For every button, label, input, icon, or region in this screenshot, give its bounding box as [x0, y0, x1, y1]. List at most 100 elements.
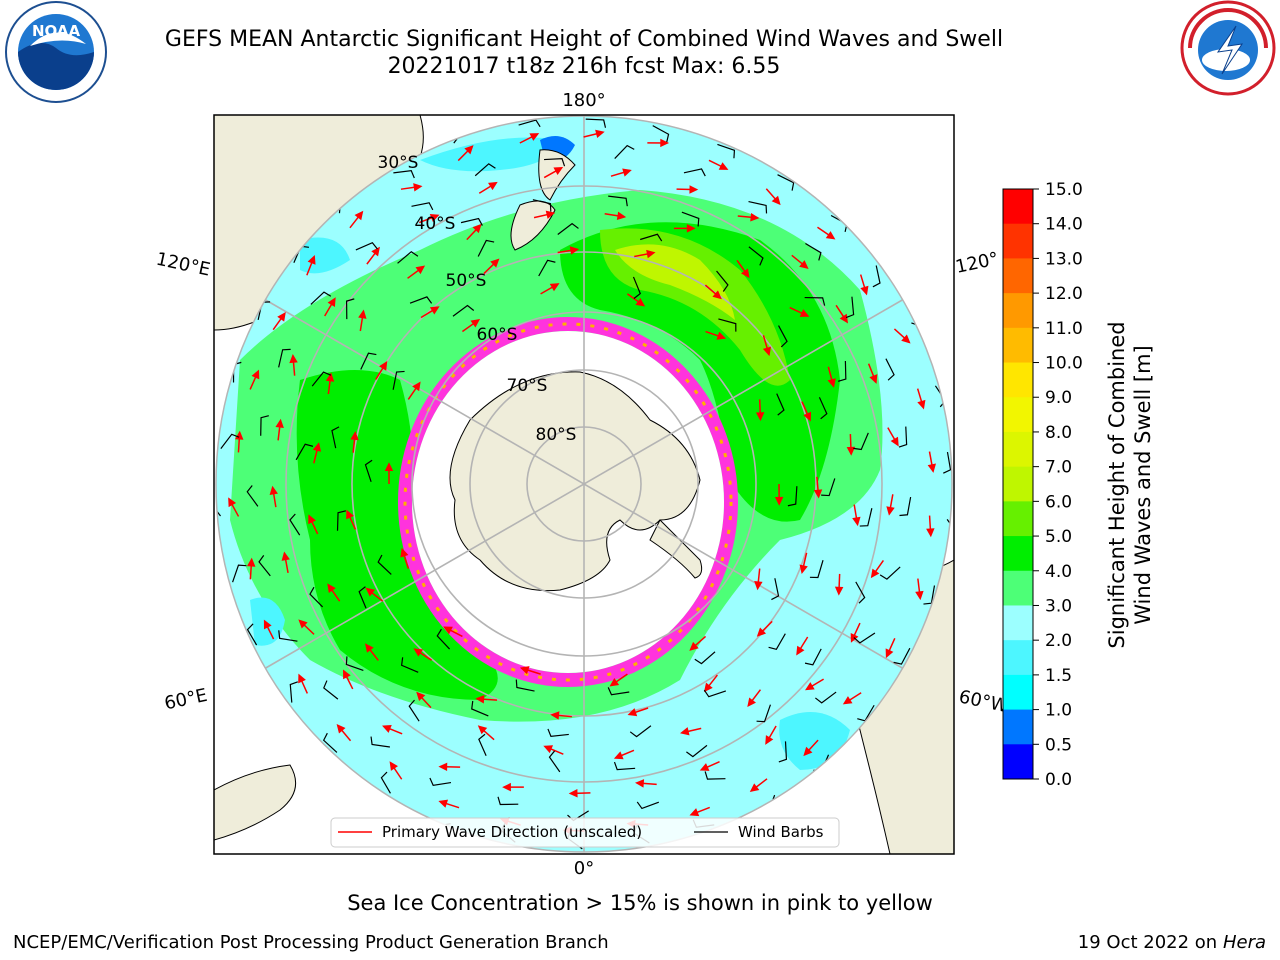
wind-barb [289, 513, 301, 536]
wave-arrow-head [307, 255, 316, 265]
wave-arrow-head [438, 762, 448, 772]
colorbar-label-line2: Wind Waves and Swell [m] [1131, 345, 1155, 625]
wave-arrow-head [312, 442, 322, 452]
wind-barb [358, 586, 367, 609]
wave-arrow-head [825, 231, 836, 240]
wave-arrow-head [277, 312, 286, 322]
colorbar-bin [1003, 223, 1033, 259]
sea-ice-note: Sea Ice Concentration > 15% is shown in … [347, 891, 933, 915]
wave-arrow-head [886, 506, 895, 516]
wind-barb [477, 239, 495, 257]
wind-barb [246, 485, 259, 507]
wind-barb [515, 679, 535, 692]
wave-arrow-head [289, 353, 298, 364]
africa-landmass [214, 764, 297, 841]
wave-arrow-head [890, 436, 899, 447]
wave-arrow-head [747, 697, 756, 707]
wind-barb [548, 750, 561, 773]
colorbar-tick-label: 11.0 [1045, 319, 1083, 339]
wind-barb [613, 761, 636, 771]
wind-barb [718, 318, 737, 332]
colorbar-bin [1003, 189, 1033, 225]
wind-barb [392, 370, 405, 390]
wind-barb [694, 651, 716, 665]
wind-barb [429, 777, 452, 786]
legend-wave-direction-label: Primary Wave Direction (unscaled) [382, 823, 642, 841]
colorbar-bin [1003, 536, 1033, 572]
colorbar-border [1002, 188, 1034, 780]
wave-arrow-head [749, 783, 760, 793]
wave-arrow-head [834, 586, 844, 596]
colorbar-tick-label: 10.0 [1045, 354, 1083, 374]
lon-label-120w: 120° [954, 248, 1001, 278]
credit-line: NCEP/EMC/Verification Post Processing Pr… [13, 932, 609, 953]
wave-arrow-head [799, 564, 808, 575]
wind-barb [345, 298, 355, 320]
wind-barb [683, 168, 706, 177]
colorbar-bin [1003, 431, 1033, 468]
wave-arrow-head [842, 696, 853, 705]
wave-arrow-head [281, 551, 290, 561]
wave-arrow-head [635, 297, 646, 307]
wind-barb [768, 633, 786, 650]
date-line: 19 Oct 2022 on Hera [1078, 932, 1266, 953]
wave-arrow-head [756, 627, 767, 637]
wind-barb [681, 211, 700, 227]
colorbar-tick-label: 8.0 [1045, 423, 1072, 443]
wind-barb [855, 581, 866, 604]
wind-barb [336, 510, 346, 531]
colorbar-tick-label: 0.0 [1045, 770, 1072, 790]
colorbar-tick-label: 0.5 [1045, 735, 1072, 755]
wind-barb [899, 496, 912, 517]
wind-barb [777, 174, 795, 191]
wave-arrow-head [429, 213, 440, 222]
lat-label-50s: 50°S [446, 271, 487, 291]
wave-arrow-head [519, 666, 530, 675]
wind-barb [393, 169, 415, 179]
wind-barb [853, 432, 869, 451]
wind-barb [771, 578, 780, 601]
wave-arrow-head [869, 374, 878, 384]
wave-arrow-head [400, 547, 409, 558]
wind-barb [408, 699, 420, 722]
wind-barb [557, 222, 579, 235]
wave-arrow-head [689, 185, 699, 194]
wave-arrow-head [488, 181, 498, 191]
machine-name: Hera [1222, 932, 1266, 953]
wind-barb [411, 202, 434, 211]
colorbar-bin [1003, 327, 1033, 364]
lon-label-0: 0° [574, 858, 594, 879]
wave-arrow-head [660, 138, 670, 148]
wave-arrow-head [251, 369, 260, 380]
noaa-logo-text: NOAA [32, 22, 81, 40]
wave-arrow-head [716, 331, 727, 340]
colorbar-bin [1003, 709, 1033, 745]
wind-barb [652, 125, 670, 143]
wind-barb [323, 680, 339, 700]
wind-barb [397, 250, 419, 264]
date-text: 19 Oct 2022 on [1077, 932, 1223, 953]
wind-barb [452, 304, 475, 317]
wind-barb [776, 393, 785, 416]
wave-arrow-head [762, 346, 772, 357]
colorbar-tick-label: 15.0 [1045, 180, 1083, 200]
wave-arrow-head [595, 129, 605, 139]
wave-arrow-head [327, 583, 336, 593]
colorbar-bin [1003, 570, 1033, 606]
wave-arrow-head [298, 619, 308, 629]
wave-arrow-head [365, 587, 376, 597]
wave-arrow-head [804, 682, 815, 691]
wind-barb [478, 733, 487, 757]
wave-arrow-head [415, 265, 426, 275]
wave-arrow-head [635, 779, 645, 788]
wind-barb [377, 554, 392, 575]
colorbar-tick-label: 3.0 [1045, 596, 1072, 616]
wind-barb [748, 246, 764, 266]
wave-arrow-head [354, 210, 364, 221]
national-weather-service-logo [1180, 0, 1276, 96]
wind-barb [703, 689, 727, 698]
wave-arrow-head [389, 761, 398, 771]
colorbar-bin [1003, 258, 1033, 294]
wave-arrow-head [371, 246, 380, 257]
